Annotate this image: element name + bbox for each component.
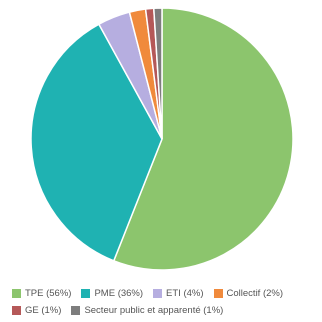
legend-label: TPE (56%) — [25, 288, 72, 299]
pie-slice-0 — [112, 7, 294, 271]
legend-item-0: TPE (56%) — [12, 288, 71, 299]
legend-item-2: ETI (4%) — [153, 288, 204, 299]
pie-slice-1 — [30, 23, 163, 262]
legend-label: GE (1%) — [25, 305, 62, 316]
legend-item-3: Collectif (2%) — [213, 288, 284, 299]
legend-label: Secteur public et apparenté (1%) — [84, 305, 224, 316]
legend-label: PME (36%) — [94, 288, 144, 299]
pie-slice-5 — [152, 7, 163, 140]
legend-item-5: Secteur public et apparenté (1%) — [71, 305, 223, 316]
legend-swatch — [12, 306, 21, 315]
legend-swatch — [213, 289, 223, 298]
legend-label: ETI (4%) — [166, 288, 204, 299]
legend-item-4: GE (1%) — [12, 305, 61, 316]
chart-legend: TPE (56%) PME (36%) ETI (4%) Collectif (2%)… — [12, 288, 318, 316]
legend-swatch — [12, 289, 21, 298]
legend-swatch — [153, 289, 163, 298]
legend-swatch — [71, 306, 81, 315]
legend-swatch — [81, 289, 91, 298]
legend-label: Collectif (2%) — [226, 288, 284, 299]
legend-item-1: PME (36%) — [81, 288, 143, 299]
pie-slices — [30, 7, 294, 271]
